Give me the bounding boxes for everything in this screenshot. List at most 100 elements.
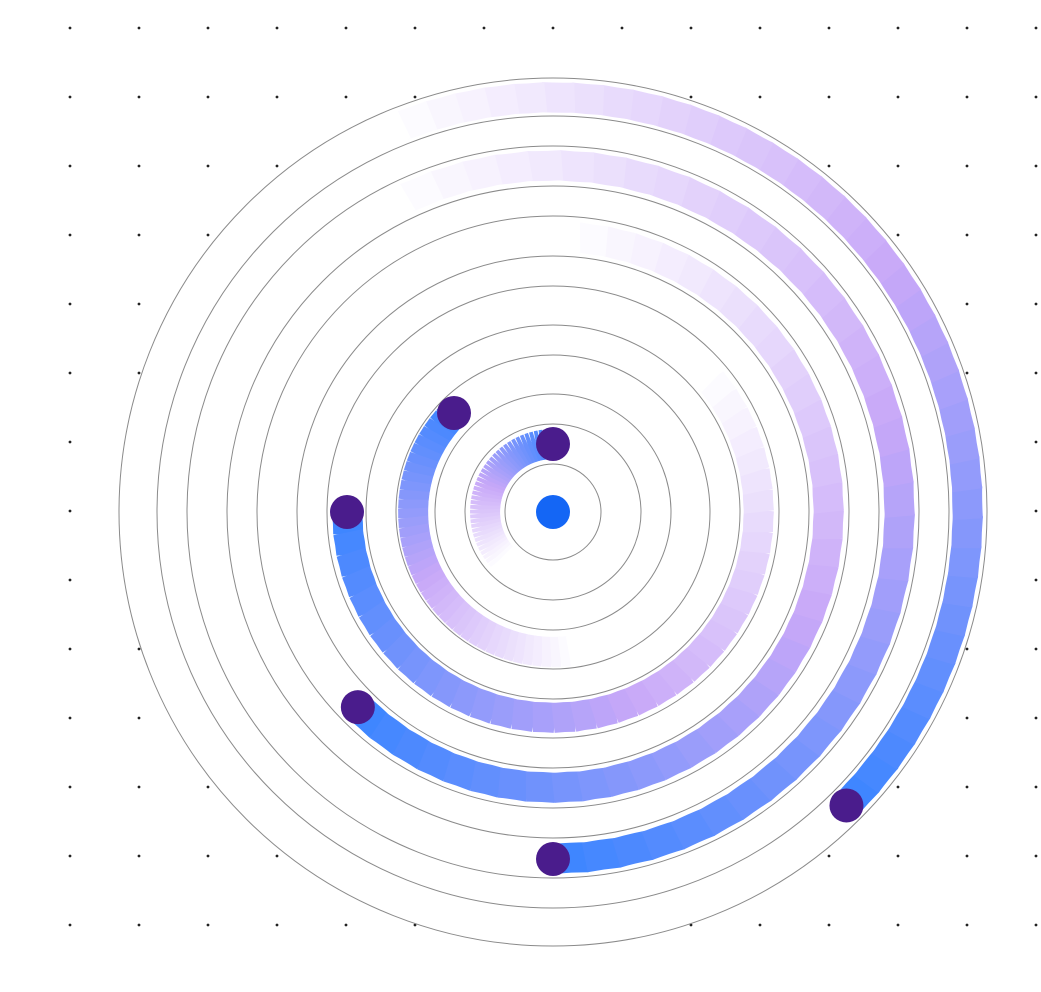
- arc-5-handle-icon[interactable]: [536, 842, 570, 876]
- arc-3-segment: [570, 698, 597, 732]
- grid-dot: [206, 923, 210, 927]
- grid-dot: [68, 26, 72, 30]
- arc-6-segment: [949, 456, 983, 493]
- grid-dot: [965, 647, 969, 651]
- arc-handles: [330, 396, 864, 876]
- arc-6-segment: [841, 216, 887, 262]
- arc-2-segment: [468, 615, 493, 647]
- grid-dot: [137, 95, 141, 99]
- arc-3-segment: [336, 547, 372, 577]
- arc-5-segment: [815, 684, 861, 732]
- arc-3-segment: [490, 694, 520, 729]
- grid-dot: [206, 233, 210, 237]
- arc-3-segment: [397, 645, 435, 684]
- grid-dot: [206, 164, 210, 168]
- arc-4-segment: [752, 326, 795, 369]
- grid-dot: [965, 95, 969, 99]
- arc-4-segment: [812, 507, 844, 540]
- grid-dot: [689, 26, 693, 30]
- arc-4-segment: [672, 254, 714, 296]
- arc-2-segment: [494, 626, 515, 659]
- arc-2-segment: [426, 582, 457, 609]
- arc-5-segment: [641, 820, 685, 860]
- arc-3-segment: [358, 600, 397, 636]
- arc-5-segment: [879, 448, 914, 488]
- arc-4-segment: [627, 751, 666, 790]
- arc-2-segment: [398, 523, 431, 538]
- arc-2[interactable]: [398, 403, 581, 667]
- grid-dot: [965, 716, 969, 720]
- grid-dot: [68, 785, 72, 789]
- arc-6-segment: [482, 83, 520, 118]
- grid-dot: [1034, 95, 1038, 99]
- arc-4-segment: [802, 558, 839, 596]
- arc-1-handle-icon[interactable]: [536, 427, 570, 461]
- arc-6-segment: [729, 127, 774, 170]
- arc-3-segment: [551, 701, 576, 733]
- arc-6-segment: [754, 141, 799, 185]
- grid-dot: [206, 785, 210, 789]
- arc-3-segment: [686, 630, 725, 668]
- grid-dot: [413, 26, 417, 30]
- arc-5-segment: [883, 480, 915, 518]
- arc-1-segment: [491, 546, 517, 571]
- grid-dot: [137, 26, 141, 30]
- arc-3-segment: [720, 581, 758, 615]
- arc-4-segment: [734, 305, 777, 348]
- arc-2-segment: [404, 546, 437, 567]
- arc-2-segment: [452, 606, 480, 636]
- ring-3: [434, 393, 672, 631]
- arc-3-segment: [641, 668, 677, 707]
- arc-4-segment: [392, 728, 434, 770]
- arc-4-segment: [651, 740, 692, 781]
- grid-dot: [1034, 233, 1038, 237]
- arc-4[interactable]: [348, 221, 844, 803]
- arc-6-handle-icon[interactable]: [829, 788, 864, 823]
- arc-2-segment: [445, 600, 474, 630]
- grid-dot: [689, 923, 693, 927]
- arc-3-segment: [734, 447, 770, 477]
- arc-5-segment: [675, 176, 721, 219]
- arc-5[interactable]: [369, 150, 915, 874]
- arc-4-segment: [696, 711, 739, 754]
- arc-4-segment: [624, 233, 663, 272]
- arc-3-segment: [450, 679, 484, 717]
- ring-11: [156, 115, 950, 909]
- arc-5-segment: [883, 511, 915, 549]
- arc-5-segment: [703, 190, 749, 235]
- grid-dot: [137, 233, 141, 237]
- arc-5-segment: [878, 541, 914, 582]
- arc-4-handle-icon[interactable]: [340, 690, 375, 725]
- grid-dot: [68, 95, 72, 99]
- arc-3-segment: [685, 355, 723, 393]
- arc-3[interactable]: [332, 355, 774, 733]
- arc-6[interactable]: [368, 82, 983, 816]
- arc-5-segment: [862, 384, 903, 428]
- ring-5: [365, 324, 741, 700]
- arc-3-segment: [532, 702, 557, 733]
- arc-4-segment: [767, 349, 809, 391]
- arc-4-segment: [812, 481, 844, 514]
- grid-dot: [137, 371, 141, 375]
- grid-dot: [1034, 26, 1038, 30]
- arc-6-segment: [860, 238, 905, 284]
- grid-dot: [1034, 923, 1038, 927]
- arc-4-segment: [525, 771, 558, 803]
- arc-2-handle-icon[interactable]: [437, 396, 472, 431]
- arc-2-segment: [420, 575, 452, 601]
- arc-4-segment: [648, 242, 689, 283]
- arc-3-handle-icon[interactable]: [330, 495, 364, 529]
- grid-dot: [689, 95, 693, 99]
- arc-6-segment: [778, 157, 823, 202]
- arc-5-segment: [429, 161, 473, 201]
- grid-dot: [1034, 164, 1038, 168]
- arc-3-segment: [710, 598, 749, 634]
- arc-3-segment: [624, 678, 658, 716]
- arc-5-segment: [754, 226, 802, 273]
- grid-dot: [896, 854, 900, 858]
- arc-4-segment: [469, 761, 507, 798]
- arc-3-segment: [431, 669, 467, 708]
- arc-6-segment: [887, 701, 931, 746]
- arc-5-segment: [587, 152, 627, 188]
- arc-6-segment: [512, 82, 548, 114]
